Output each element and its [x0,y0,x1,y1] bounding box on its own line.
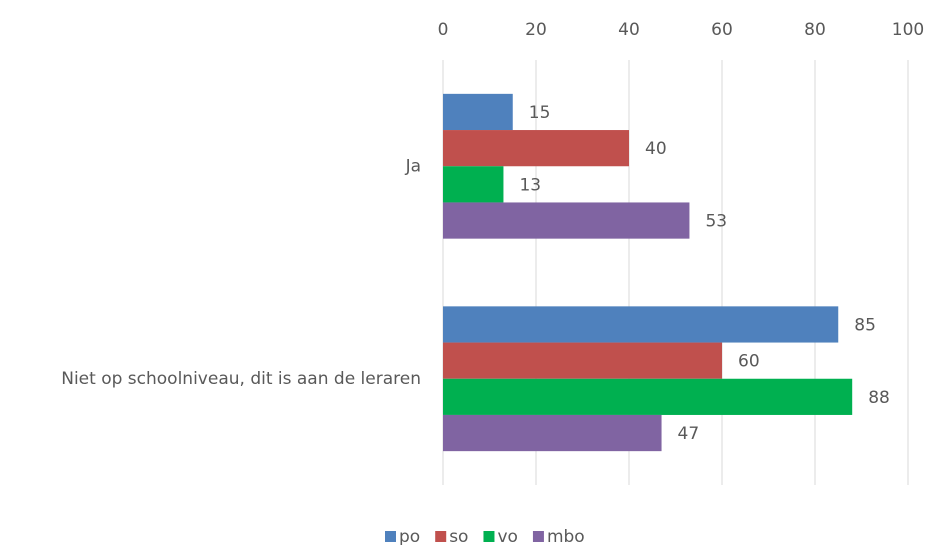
bar [443,130,629,167]
data-label: 47 [678,424,700,444]
x-tick-label: 100 [892,20,924,40]
y-tick-label: Ja [405,156,421,176]
legend-label: mbo [547,527,585,545]
data-label: 88 [868,388,890,408]
bar [443,342,722,379]
data-label: 13 [519,175,541,195]
x-tick-label: 20 [525,20,547,40]
legend-swatch [483,531,495,542]
bar [443,202,690,239]
bar [443,414,662,452]
x-tick-label: 60 [711,20,733,40]
data-label: 85 [854,315,876,335]
legend-label: vo [497,527,517,545]
bar [443,378,853,415]
legend-swatch [435,531,447,542]
data-label: 40 [645,139,667,159]
data-label: 15 [529,103,551,123]
legend-label: so [449,527,468,545]
x-tick-label: 0 [438,20,449,40]
x-tick-label: 80 [804,20,826,40]
bar [443,166,504,203]
bar [443,306,839,343]
legend-swatch [532,531,544,542]
legend-swatch [385,531,396,542]
data-label: 53 [705,212,727,232]
data-label: 60 [738,352,760,372]
y-tick-label: Niet op schoolniveau, dit is aan de lera… [61,369,421,389]
x-tick-label: 40 [618,20,640,40]
bar [443,93,513,131]
legend-label: po [399,527,420,545]
